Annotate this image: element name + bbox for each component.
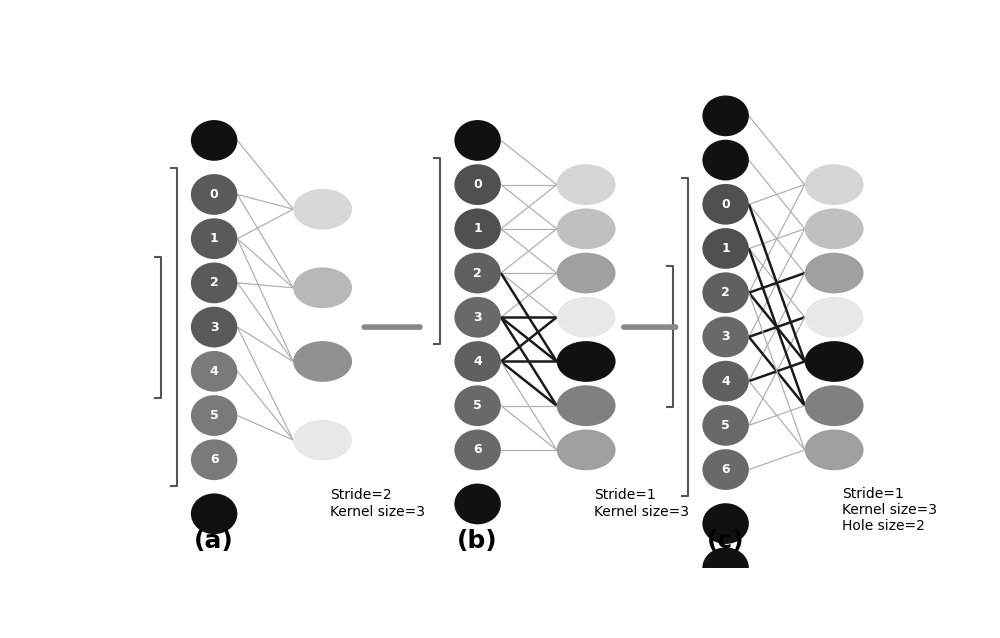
Text: 2: 2: [210, 276, 218, 290]
Text: 2: 2: [473, 267, 482, 279]
Text: 2: 2: [721, 286, 730, 299]
Text: (a): (a): [194, 529, 234, 553]
Ellipse shape: [702, 503, 749, 544]
Ellipse shape: [805, 209, 864, 249]
Ellipse shape: [293, 341, 352, 382]
Text: 0: 0: [721, 198, 730, 211]
Text: (c): (c): [707, 529, 744, 553]
Ellipse shape: [454, 297, 501, 338]
Ellipse shape: [702, 405, 749, 446]
Ellipse shape: [702, 360, 749, 401]
Text: 1: 1: [473, 223, 482, 235]
Ellipse shape: [557, 297, 616, 338]
Ellipse shape: [454, 120, 501, 161]
Ellipse shape: [805, 385, 864, 426]
Ellipse shape: [702, 96, 749, 137]
Ellipse shape: [805, 164, 864, 205]
Ellipse shape: [702, 140, 749, 181]
Ellipse shape: [191, 120, 237, 161]
Ellipse shape: [805, 297, 864, 338]
Text: 4: 4: [210, 365, 218, 378]
Ellipse shape: [454, 253, 501, 293]
Ellipse shape: [557, 209, 616, 249]
Ellipse shape: [557, 429, 616, 470]
Ellipse shape: [191, 218, 237, 259]
Ellipse shape: [454, 209, 501, 249]
Text: 6: 6: [473, 443, 482, 456]
Ellipse shape: [191, 174, 237, 215]
Ellipse shape: [454, 484, 501, 524]
Ellipse shape: [191, 493, 237, 534]
Ellipse shape: [702, 547, 749, 588]
Text: 3: 3: [210, 321, 218, 334]
Ellipse shape: [454, 429, 501, 470]
Text: 5: 5: [210, 409, 218, 422]
Ellipse shape: [557, 164, 616, 205]
Ellipse shape: [454, 341, 501, 382]
Text: 4: 4: [721, 375, 730, 388]
Ellipse shape: [557, 253, 616, 293]
Text: (b): (b): [457, 529, 498, 553]
Ellipse shape: [191, 440, 237, 480]
Ellipse shape: [805, 429, 864, 470]
Text: 4: 4: [473, 355, 482, 368]
Ellipse shape: [191, 307, 237, 348]
Text: Stride=2
Kernel size=3: Stride=2 Kernel size=3: [330, 489, 425, 519]
Text: 0: 0: [473, 178, 482, 191]
Text: Stride=1
Kernel size=3
Hole size=2: Stride=1 Kernel size=3 Hole size=2: [842, 487, 937, 533]
Ellipse shape: [702, 449, 749, 490]
Text: 1: 1: [721, 242, 730, 255]
Ellipse shape: [191, 262, 237, 303]
Ellipse shape: [702, 228, 749, 269]
Ellipse shape: [557, 385, 616, 426]
Ellipse shape: [293, 267, 352, 308]
Ellipse shape: [191, 395, 237, 436]
Ellipse shape: [805, 341, 864, 382]
Ellipse shape: [293, 189, 352, 230]
Ellipse shape: [702, 316, 749, 357]
Text: 5: 5: [473, 399, 482, 412]
Text: 6: 6: [210, 453, 218, 466]
Text: Stride=1
Kernel size=3: Stride=1 Kernel size=3: [594, 489, 689, 519]
Ellipse shape: [454, 385, 501, 426]
Ellipse shape: [557, 341, 616, 382]
Ellipse shape: [454, 164, 501, 205]
Text: 5: 5: [721, 419, 730, 432]
Ellipse shape: [702, 184, 749, 225]
Text: 3: 3: [473, 311, 482, 323]
Text: 3: 3: [721, 330, 730, 343]
Ellipse shape: [805, 253, 864, 293]
Ellipse shape: [191, 351, 237, 392]
Ellipse shape: [702, 272, 749, 313]
Text: 6: 6: [721, 463, 730, 476]
Text: 0: 0: [210, 188, 218, 201]
Text: 1: 1: [210, 232, 218, 245]
Ellipse shape: [293, 420, 352, 461]
